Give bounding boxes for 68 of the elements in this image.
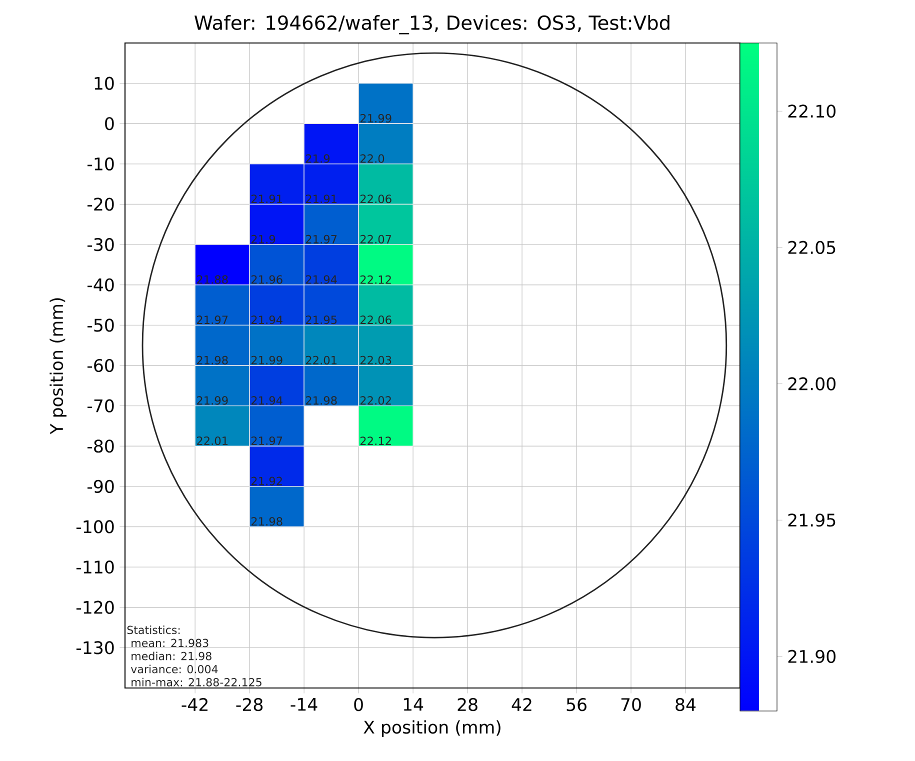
annotation: median: 21.98 <box>132 652 212 660</box>
color-bar-label: 21.95 <box>788 514 836 527</box>
color-bar-label: 22.05 <box>788 240 836 254</box>
data-label: 21.9 <box>306 154 330 163</box>
data-label: 21.94 <box>251 316 282 324</box>
data-label: 22.12 <box>360 436 391 446</box>
annotation: mean: 21.983 <box>132 638 208 648</box>
data-label: 21.91 <box>251 194 282 204</box>
data-label: 21.94 <box>306 275 337 284</box>
data-label: 21.98 <box>251 517 282 526</box>
data-label: 22.01 <box>306 356 337 364</box>
data-label: 22.01 <box>196 436 228 446</box>
color-bar-label: 22.10 <box>788 104 836 118</box>
data-label: 22.02 <box>360 396 391 405</box>
x-tick-label: 28 <box>458 698 478 712</box>
x-tick-label: 56 <box>566 698 586 712</box>
data-label: 21.97 <box>196 316 228 324</box>
y-tick-label: -110 <box>76 560 114 574</box>
data-label: 21.92 <box>251 476 282 486</box>
data-label: 21.96 <box>251 275 282 284</box>
data-label: 21.99 <box>196 396 228 405</box>
y-tick-label: 10 <box>94 76 114 90</box>
data-label: 22.06 <box>360 194 392 204</box>
x-tick-label: 14 <box>404 698 424 711</box>
data-label: 21.99 <box>360 114 392 123</box>
y-tick-label: -70 <box>87 399 114 412</box>
y-tick-label: -120 <box>76 600 114 614</box>
x-tick-label: 42 <box>512 698 532 711</box>
data-label: 22.12 <box>360 275 391 284</box>
x-tick-label: -14 <box>290 698 318 711</box>
y-tick-label: -60 <box>87 358 114 372</box>
data-label: 21.88 <box>196 275 228 284</box>
data-label: 21.91 <box>306 194 337 204</box>
data-label: 21.9 <box>251 234 276 244</box>
x-tick-label: -28 <box>236 698 263 712</box>
y-tick-label: -90 <box>87 480 114 493</box>
y-tick-label: -20 <box>87 198 114 211</box>
data-label: 21.95 <box>306 316 337 324</box>
annotation: min-max: 21.88-22.125 <box>132 678 262 686</box>
y-axis-title: Y position (mm) <box>50 298 66 434</box>
data-label: 21.94 <box>251 396 282 405</box>
data-label: 21.98 <box>196 356 228 364</box>
x-tick-label: 70 <box>621 698 641 712</box>
data-label: 22.07 <box>360 234 392 244</box>
chart-title: Wafer: 194662/wafer_13, Devices: OS3, Test:Vbd <box>194 15 670 34</box>
annotation: variance: 0.004 <box>130 664 218 674</box>
y-tick-label: -40 <box>87 278 114 292</box>
data-label: 22.06 <box>360 316 392 324</box>
y-tick-label: -10 <box>87 157 114 170</box>
x-tick-label: -42 <box>182 698 208 711</box>
y-tick-label: -80 <box>87 440 114 453</box>
data-label: 21.98 <box>306 396 337 405</box>
x-tick-label: 0 <box>354 698 363 712</box>
data-label: 22.0 <box>360 154 384 163</box>
y-tick-label: 0 <box>105 117 114 130</box>
y-tick-label: -30 <box>87 238 114 252</box>
color-bar-label: 21.90 <box>788 650 836 664</box>
x-tick-label: 84 <box>676 698 696 712</box>
x-axis-title: X position (mm) <box>364 720 500 738</box>
y-tick-label: -130 <box>76 641 114 654</box>
y-tick-label: -50 <box>87 318 114 332</box>
y-tick-label: -100 <box>76 520 114 534</box>
data-label: 22.03 <box>360 356 392 364</box>
data-label: 21.97 <box>251 436 282 446</box>
data-label: 21.97 <box>306 234 337 244</box>
color-bar-label: 22.00 <box>788 377 836 390</box>
annotation: Statistics: <box>127 626 180 634</box>
data-label: 21.99 <box>251 356 282 364</box>
